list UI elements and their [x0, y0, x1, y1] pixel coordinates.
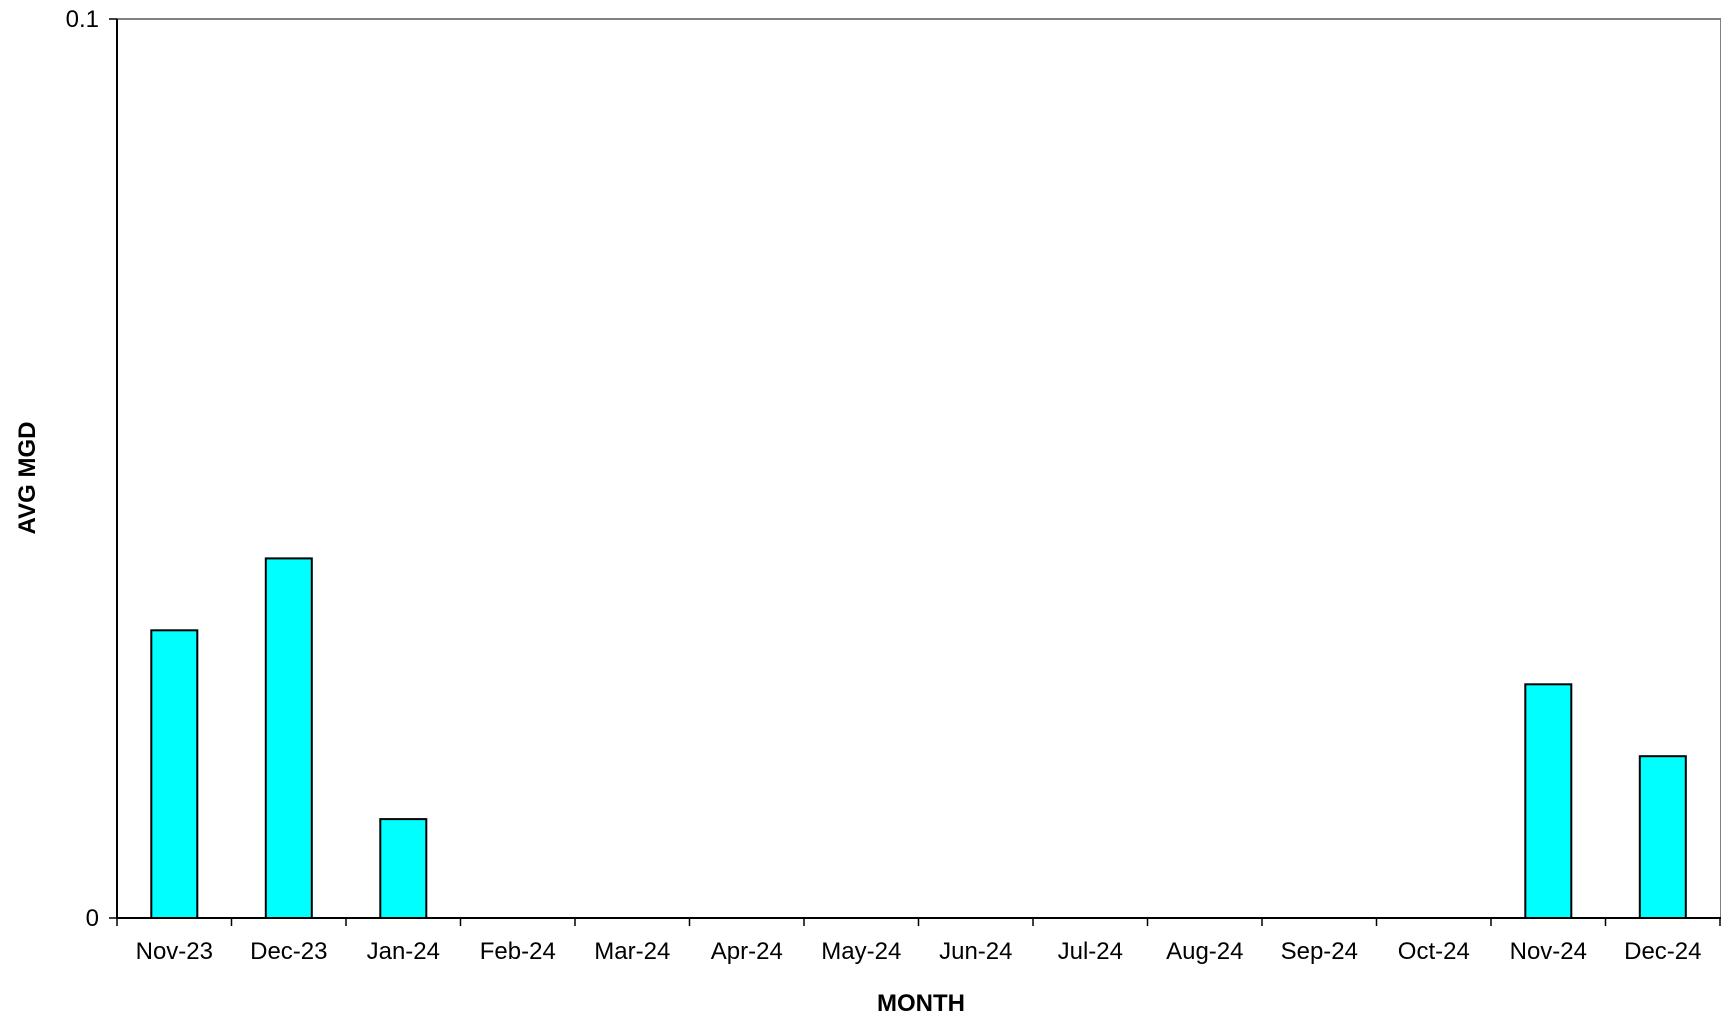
- x-tick-label: Sep-24: [1281, 938, 1358, 965]
- x-tick-label: Jun-24: [939, 938, 1012, 965]
- x-tick-label: Mar-24: [594, 938, 670, 965]
- y-tick-label: 0.1: [66, 6, 99, 33]
- bars-group: [150, 557, 1687, 920]
- bar-dec-24: [1638, 755, 1687, 920]
- x-axis-title: MONTH: [877, 990, 965, 1017]
- x-tick-label: Nov-24: [1510, 938, 1587, 965]
- x-ticks-group: Nov-23 Dec-23 Jan-24 Feb-24 Mar-24 Apr-24 May-…: [116, 918, 1721, 965]
- x-tick-label: Dec-23: [250, 938, 327, 965]
- x-tick-label: Dec-24: [1624, 938, 1701, 965]
- bar-jan-24: [379, 818, 428, 919]
- y-tick-label: 0: [86, 905, 99, 932]
- x-tick-label: Aug-24: [1166, 938, 1243, 965]
- x-tick-label: Apr-24: [711, 938, 783, 965]
- x-tick-label: Feb-24: [480, 938, 556, 965]
- x-tick-label: Jan-24: [367, 938, 440, 965]
- x-tick-label: Nov-23: [136, 938, 213, 965]
- plot-area: [116, 18, 1721, 919]
- y-axis-title: AVG MGD: [14, 422, 41, 535]
- x-tick-label: May-24: [821, 938, 901, 965]
- x-tick-label: Oct-24: [1398, 938, 1470, 965]
- bar-nov-23: [150, 629, 199, 919]
- bar-nov-24: [1524, 683, 1573, 919]
- x-tick-label: Jul-24: [1058, 938, 1123, 965]
- y-ticks-group: 00.1: [66, 6, 117, 932]
- bar-dec-23: [264, 557, 313, 920]
